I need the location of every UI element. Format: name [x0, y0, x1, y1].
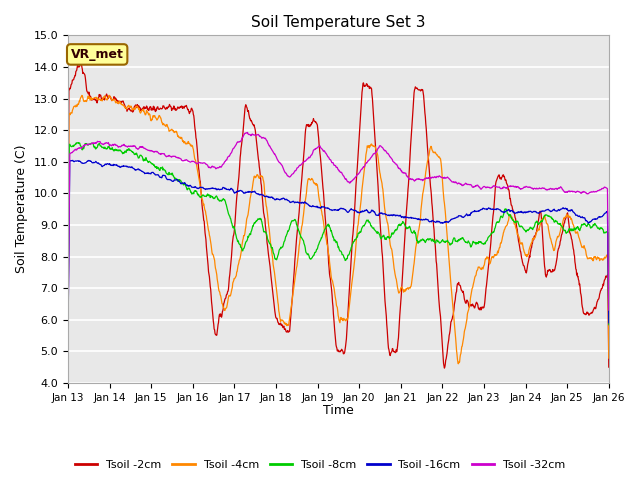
- Tsoil -16cm: [570, 209, 577, 215]
- Tsoil -32cm: [279, 165, 287, 171]
- Tsoil -8cm: [605, 322, 612, 327]
- Tsoil -16cm: [417, 217, 424, 223]
- X-axis label: Time: Time: [323, 404, 354, 417]
- Line: Tsoil -4cm: Tsoil -4cm: [68, 96, 609, 364]
- Tsoil -4cm: [279, 318, 287, 324]
- Tsoil -8cm: [279, 243, 287, 249]
- Legend: Tsoil -2cm, Tsoil -4cm, Tsoil -8cm, Tsoil -16cm, Tsoil -32cm: Tsoil -2cm, Tsoil -4cm, Tsoil -8cm, Tsoi…: [70, 456, 570, 474]
- Tsoil -2cm: [64, 254, 72, 260]
- Tsoil -16cm: [64, 333, 72, 339]
- Title: Soil Temperature Set 3: Soil Temperature Set 3: [251, 15, 426, 30]
- Y-axis label: Soil Temperature (C): Soil Temperature (C): [15, 145, 28, 274]
- Tsoil -2cm: [570, 247, 577, 253]
- Tsoil -16cm: [279, 195, 287, 201]
- Tsoil -8cm: [515, 221, 522, 227]
- Tsoil -4cm: [417, 214, 424, 220]
- Tsoil -32cm: [570, 189, 577, 194]
- Tsoil -2cm: [364, 81, 371, 87]
- Tsoil -32cm: [244, 130, 252, 135]
- Tsoil -2cm: [440, 365, 448, 371]
- Tsoil -4cm: [106, 93, 113, 98]
- Tsoil -16cm: [515, 209, 522, 215]
- Tsoil -16cm: [69, 157, 77, 163]
- Tsoil -8cm: [417, 237, 424, 243]
- Tsoil -2cm: [279, 325, 287, 331]
- Tsoil -32cm: [605, 307, 612, 313]
- Line: Tsoil -32cm: Tsoil -32cm: [68, 132, 609, 332]
- Tsoil -8cm: [570, 228, 577, 233]
- Tsoil -32cm: [515, 184, 522, 190]
- Tsoil -4cm: [529, 236, 537, 242]
- Tsoil -8cm: [364, 217, 371, 223]
- Tsoil -4cm: [570, 223, 577, 228]
- Line: Tsoil -16cm: Tsoil -16cm: [68, 160, 609, 336]
- Tsoil -32cm: [417, 177, 424, 182]
- Tsoil -16cm: [529, 209, 537, 215]
- Tsoil -4cm: [364, 143, 371, 149]
- Tsoil -2cm: [417, 88, 424, 94]
- Tsoil -4cm: [64, 269, 72, 275]
- Tsoil -2cm: [529, 237, 537, 242]
- Tsoil -2cm: [605, 364, 612, 370]
- Tsoil -16cm: [605, 320, 612, 325]
- Tsoil -4cm: [605, 355, 612, 361]
- Tsoil -32cm: [529, 186, 537, 192]
- Text: VR_met: VR_met: [71, 48, 124, 61]
- Tsoil -8cm: [529, 227, 537, 232]
- Tsoil -8cm: [64, 323, 72, 329]
- Tsoil -2cm: [77, 60, 85, 66]
- Tsoil -4cm: [515, 234, 523, 240]
- Tsoil -4cm: [454, 361, 462, 367]
- Tsoil -32cm: [364, 159, 371, 165]
- Tsoil -2cm: [515, 240, 523, 246]
- Tsoil -16cm: [364, 207, 371, 213]
- Tsoil -8cm: [75, 140, 83, 145]
- Tsoil -32cm: [64, 329, 72, 335]
- Line: Tsoil -2cm: Tsoil -2cm: [68, 63, 609, 368]
- Line: Tsoil -8cm: Tsoil -8cm: [68, 143, 609, 326]
